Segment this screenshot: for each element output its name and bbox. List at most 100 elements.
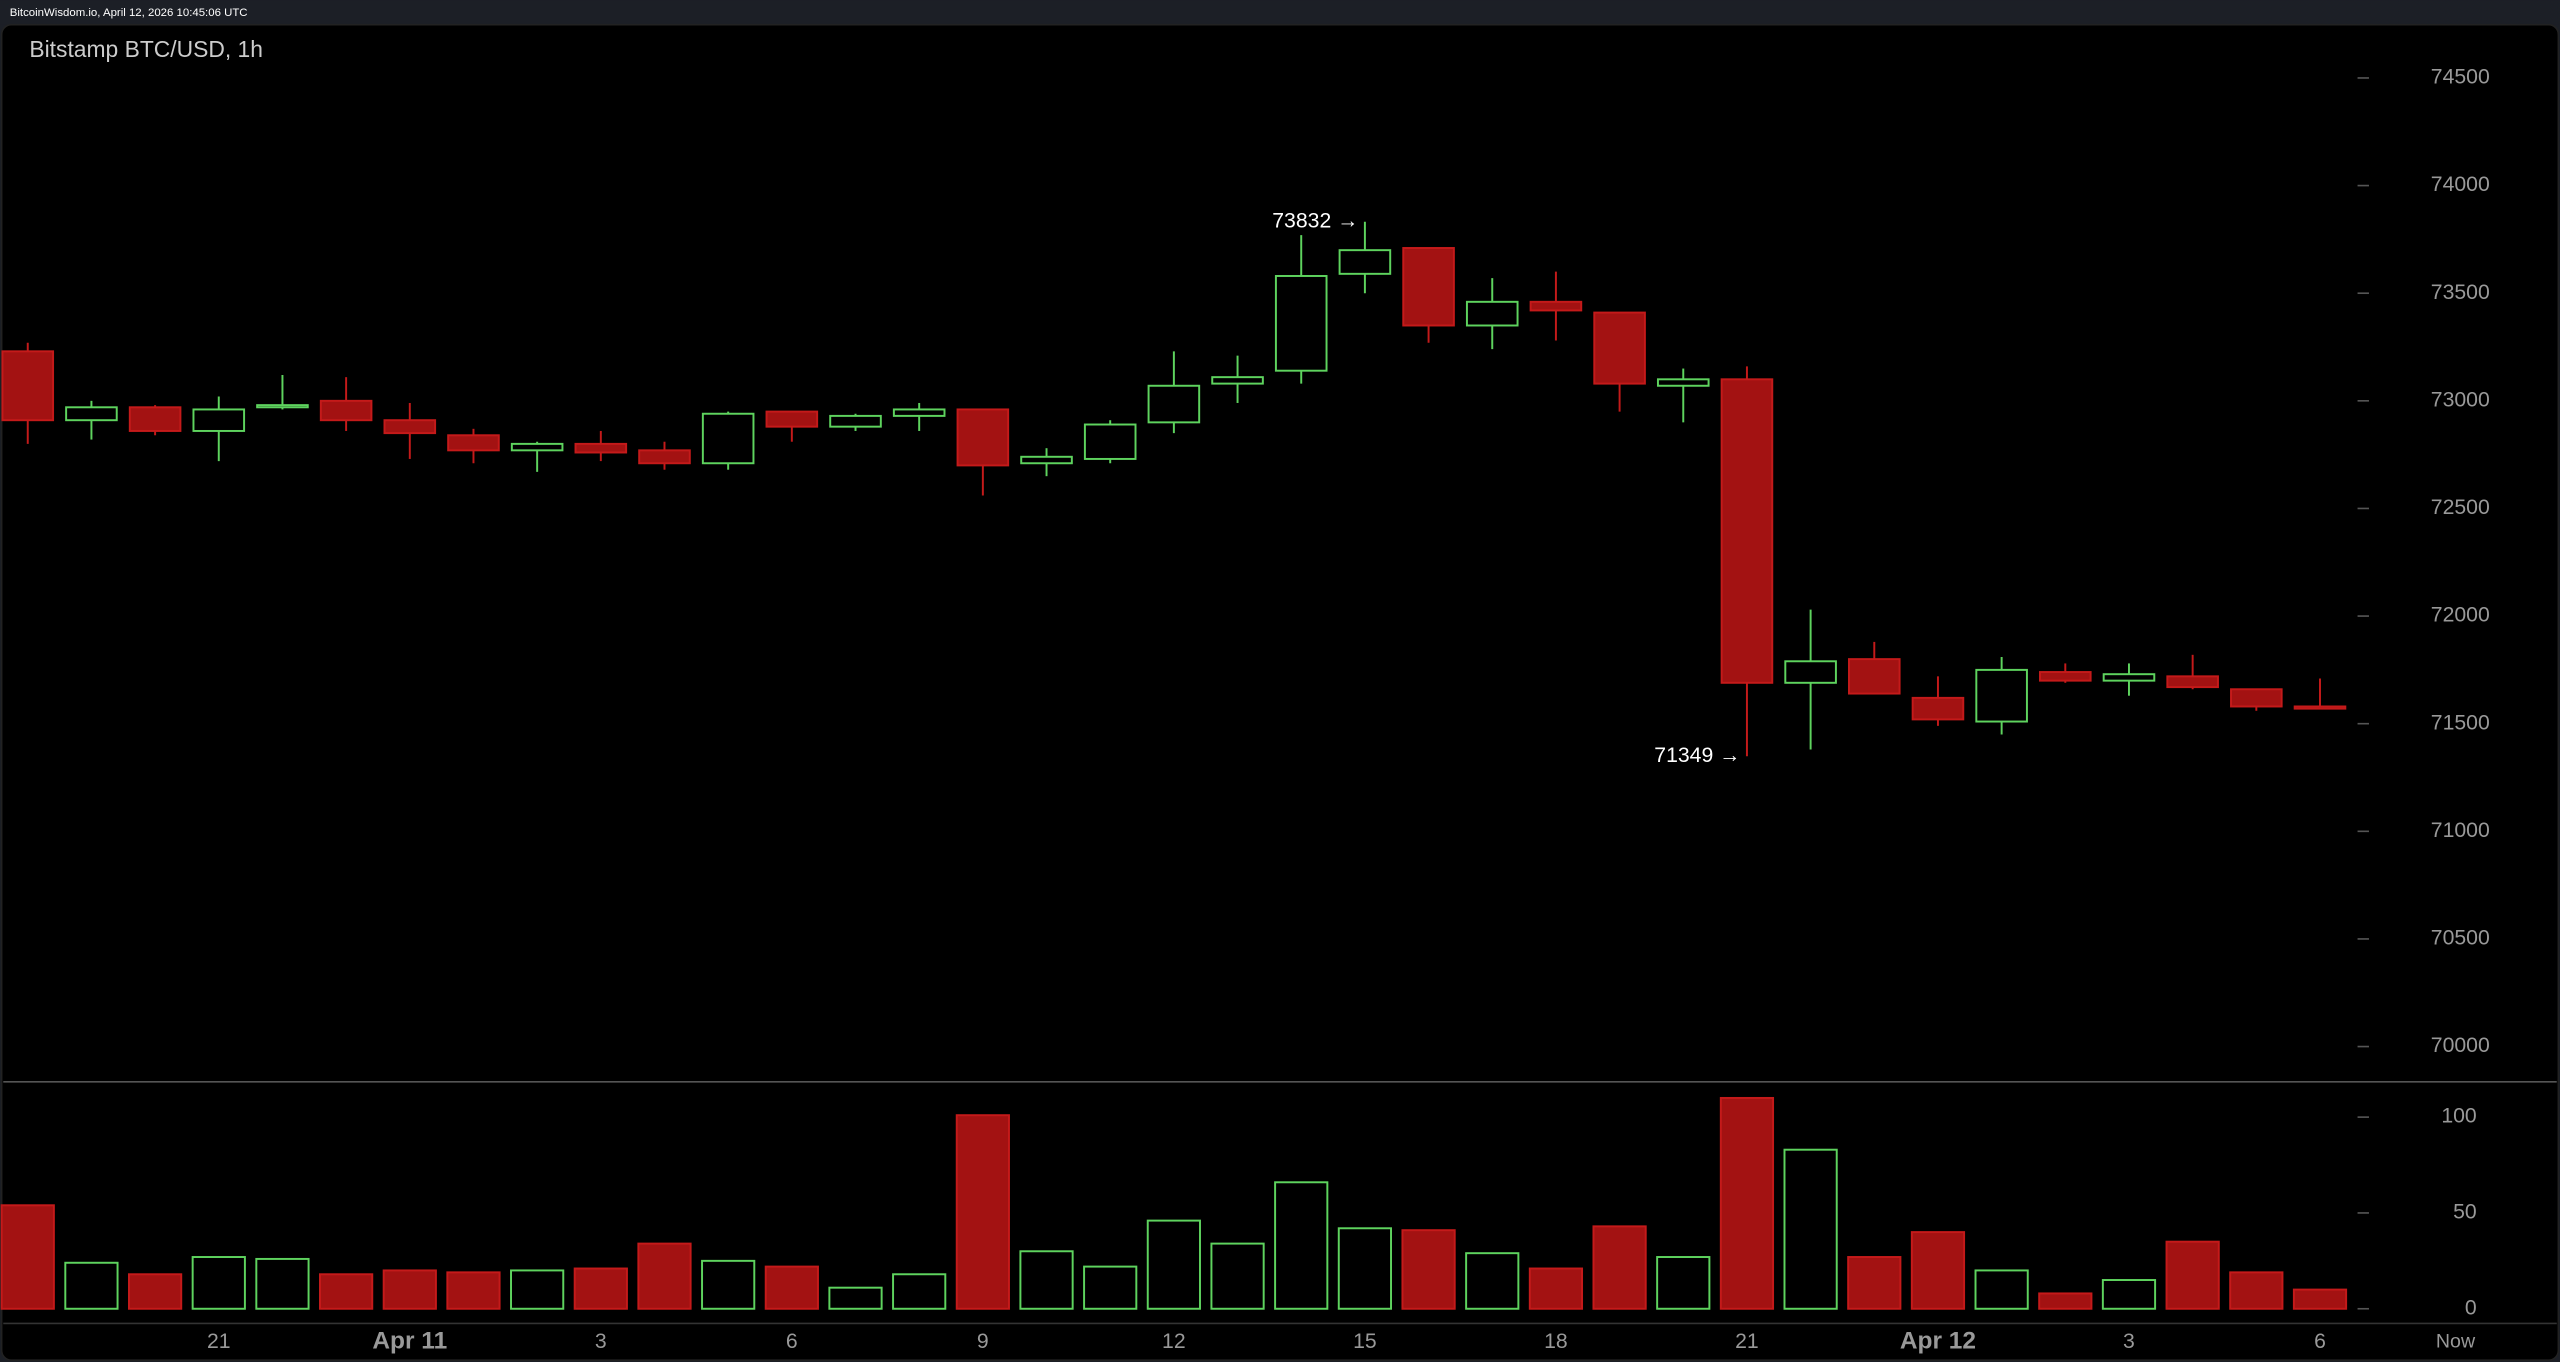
candle-body bbox=[1402, 247, 1455, 327]
candle-body bbox=[1529, 300, 1583, 312]
volume-bar bbox=[1210, 1242, 1265, 1310]
x-tick-label: 12 bbox=[1162, 1330, 1186, 1353]
volume-bar bbox=[1974, 1269, 2029, 1310]
y-tick-label: 72500 bbox=[2431, 496, 2490, 519]
volume-bar bbox=[1083, 1265, 1138, 1310]
candle-body bbox=[2102, 673, 2156, 682]
candle-body bbox=[574, 442, 628, 454]
y-tick-label: 70500 bbox=[2431, 927, 2490, 950]
volume-bar bbox=[64, 1261, 119, 1310]
volume-bar bbox=[1465, 1252, 1520, 1310]
volume-bar bbox=[510, 1269, 565, 1310]
header-text: BitcoinWisdom.io, April 12, 2026 10:45:0… bbox=[10, 7, 248, 19]
x-tick-label: 21 bbox=[1735, 1330, 1759, 1353]
x-tick-label: 21 bbox=[207, 1330, 231, 1353]
candle-body bbox=[128, 406, 182, 432]
volume-bar bbox=[128, 1273, 183, 1310]
candle-body bbox=[2166, 675, 2219, 689]
y-tick-label: 72000 bbox=[2431, 604, 2490, 627]
volume-bar bbox=[1847, 1256, 1902, 1310]
x-tick-label: 6 bbox=[786, 1330, 798, 1353]
volume-bar bbox=[1337, 1227, 1392, 1310]
x-tick-label: 18 bbox=[1544, 1330, 1568, 1353]
candle-body bbox=[447, 434, 500, 452]
volume-bar bbox=[1528, 1267, 1584, 1310]
candle-body bbox=[192, 408, 246, 432]
volume-bar bbox=[573, 1267, 628, 1310]
volume-bar bbox=[0, 1204, 55, 1310]
volume-bar bbox=[1783, 1148, 1838, 1310]
candle-body bbox=[2039, 671, 2092, 682]
x-tick-label: Now bbox=[2436, 1330, 2476, 1352]
candle-body bbox=[1147, 384, 1201, 424]
candle-body bbox=[892, 408, 946, 417]
candle-body bbox=[1975, 668, 2028, 723]
candle-body bbox=[1465, 300, 1519, 327]
volume-tick-label: 100 bbox=[2441, 1105, 2476, 1128]
candle-body bbox=[1020, 455, 1073, 465]
x-tick-label: Apr 11 bbox=[372, 1328, 447, 1355]
candle-body bbox=[1911, 696, 1965, 721]
volume-bar bbox=[191, 1256, 246, 1310]
candle-body bbox=[1720, 378, 1774, 684]
x-tick-label: 3 bbox=[2123, 1330, 2135, 1353]
x-tick-label: Apr 12 bbox=[1900, 1328, 1976, 1355]
y-tick-label: 74500 bbox=[2431, 66, 2490, 89]
candle-body bbox=[65, 406, 118, 422]
volume-bar bbox=[319, 1273, 374, 1310]
candle-body bbox=[1656, 378, 1710, 387]
volume-bar bbox=[255, 1257, 310, 1310]
volume-bar bbox=[1146, 1219, 1201, 1310]
volume-bar bbox=[637, 1242, 692, 1310]
volume-bar bbox=[764, 1265, 819, 1310]
volume-bar bbox=[892, 1273, 947, 1310]
volume-tick-label: 0 bbox=[2465, 1296, 2477, 1319]
candle-body bbox=[1593, 311, 1646, 385]
y-tick-label: 71000 bbox=[2431, 819, 2490, 842]
candle-body bbox=[510, 442, 564, 452]
volume-bar bbox=[1019, 1250, 1074, 1310]
volume-bar bbox=[828, 1286, 883, 1310]
volume-bar bbox=[1656, 1256, 1711, 1310]
chart-background bbox=[0, 23, 2560, 1362]
candle-body bbox=[1848, 658, 1901, 695]
volume-bar bbox=[2038, 1292, 2093, 1310]
x-tick-label: 9 bbox=[977, 1330, 989, 1353]
candle-body bbox=[701, 412, 755, 465]
volume-bar bbox=[1719, 1096, 1775, 1310]
volume-bar bbox=[1274, 1181, 1329, 1310]
candle-body bbox=[765, 410, 819, 428]
chart-title: Bitstamp BTC/USD, 1h bbox=[29, 36, 263, 62]
x-tick-label: 15 bbox=[1353, 1330, 1377, 1353]
volume-bar bbox=[382, 1269, 437, 1310]
y-tick-label: 73500 bbox=[2431, 281, 2490, 304]
volume-bar bbox=[2229, 1271, 2284, 1310]
candle-body bbox=[256, 404, 309, 409]
candle-body bbox=[1083, 423, 1137, 460]
candle-body bbox=[956, 408, 1010, 467]
candle-body bbox=[1784, 660, 1837, 684]
y-tick-label: 71500 bbox=[2431, 711, 2490, 734]
volume-bar bbox=[2165, 1240, 2220, 1310]
y-tick-label: 70000 bbox=[2431, 1034, 2490, 1057]
candle-body bbox=[2230, 688, 2283, 708]
volume-bar bbox=[1401, 1229, 1456, 1310]
x-tick-label: 3 bbox=[595, 1330, 607, 1353]
volume-bar bbox=[1592, 1225, 1647, 1310]
volume-bar bbox=[2292, 1288, 2348, 1310]
candle-body bbox=[1211, 376, 1264, 385]
volume-bar bbox=[701, 1259, 756, 1310]
price-annotation: 73832 → bbox=[1272, 209, 1358, 232]
candle-body bbox=[2293, 705, 2347, 710]
candle-body bbox=[319, 399, 373, 422]
volume-bar bbox=[446, 1271, 501, 1310]
volume-bar bbox=[955, 1114, 1010, 1310]
candle-body bbox=[1, 350, 55, 422]
candle-body bbox=[829, 414, 882, 428]
candle-body bbox=[1274, 275, 1328, 372]
x-tick-label: 6 bbox=[2314, 1330, 2326, 1353]
volume-bar bbox=[1910, 1231, 1966, 1310]
volume-bar bbox=[2101, 1279, 2157, 1310]
price-annotation: 71349 → bbox=[1654, 744, 1740, 767]
